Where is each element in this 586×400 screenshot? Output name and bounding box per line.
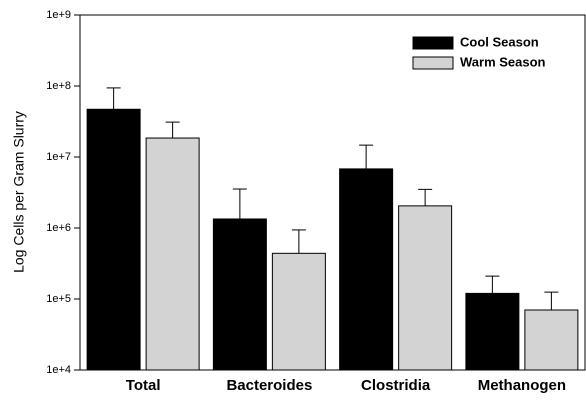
bar (212, 218, 267, 371)
bar (86, 108, 141, 371)
y-tick-label: 1e+4 (46, 364, 71, 376)
legend-swatch (412, 36, 454, 50)
y-axis-label: Log Cells per Gram Slurry (11, 111, 27, 273)
y-tick-label: 1e+5 (46, 293, 71, 305)
legend-label: Warm Season (460, 54, 546, 69)
bar (271, 252, 326, 371)
bar (524, 309, 579, 371)
bar (145, 137, 200, 371)
y-tick-label: 1e+6 (46, 222, 71, 234)
bar (398, 205, 453, 371)
y-tick-label: 1e+7 (46, 151, 71, 163)
x-tick-label: Bacteroides (226, 377, 312, 394)
y-tick-label: 1e+9 (46, 9, 71, 21)
x-tick-label: Methanogen (478, 377, 566, 394)
x-tick-label: Clostridia (361, 377, 431, 394)
x-tick-label: Total (126, 377, 161, 394)
legend-label: Cool Season (460, 34, 539, 49)
plot-frame (79, 14, 586, 371)
legend-swatch (412, 56, 454, 70)
bar (339, 168, 394, 371)
y-tick-label: 1e+8 (46, 80, 71, 92)
bar (465, 292, 520, 371)
